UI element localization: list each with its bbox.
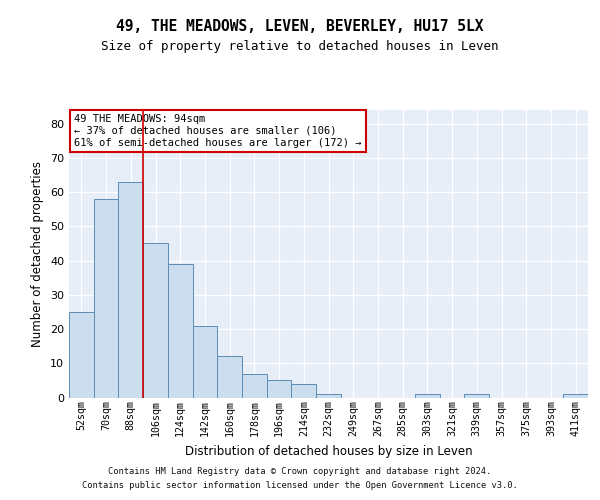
- Bar: [143, 244, 168, 398]
- Bar: [168, 264, 193, 398]
- Bar: [217, 356, 242, 398]
- Text: Contains public sector information licensed under the Open Government Licence v3: Contains public sector information licen…: [82, 481, 518, 490]
- Bar: [464, 394, 489, 398]
- Bar: [316, 394, 341, 398]
- Bar: [69, 312, 94, 398]
- Bar: [118, 182, 143, 398]
- Text: 49, THE MEADOWS, LEVEN, BEVERLEY, HU17 5LX: 49, THE MEADOWS, LEVEN, BEVERLEY, HU17 5…: [116, 19, 484, 34]
- Bar: [242, 374, 267, 398]
- Bar: [292, 384, 316, 398]
- Bar: [415, 394, 440, 398]
- Bar: [267, 380, 292, 398]
- Bar: [94, 199, 118, 398]
- Text: 49 THE MEADOWS: 94sqm
← 37% of detached houses are smaller (106)
61% of semi-det: 49 THE MEADOWS: 94sqm ← 37% of detached …: [74, 114, 362, 148]
- Bar: [563, 394, 588, 398]
- Bar: [193, 326, 217, 398]
- Text: Size of property relative to detached houses in Leven: Size of property relative to detached ho…: [101, 40, 499, 53]
- Text: Contains HM Land Registry data © Crown copyright and database right 2024.: Contains HM Land Registry data © Crown c…: [109, 467, 491, 476]
- X-axis label: Distribution of detached houses by size in Leven: Distribution of detached houses by size …: [185, 444, 472, 458]
- Y-axis label: Number of detached properties: Number of detached properties: [31, 161, 44, 347]
